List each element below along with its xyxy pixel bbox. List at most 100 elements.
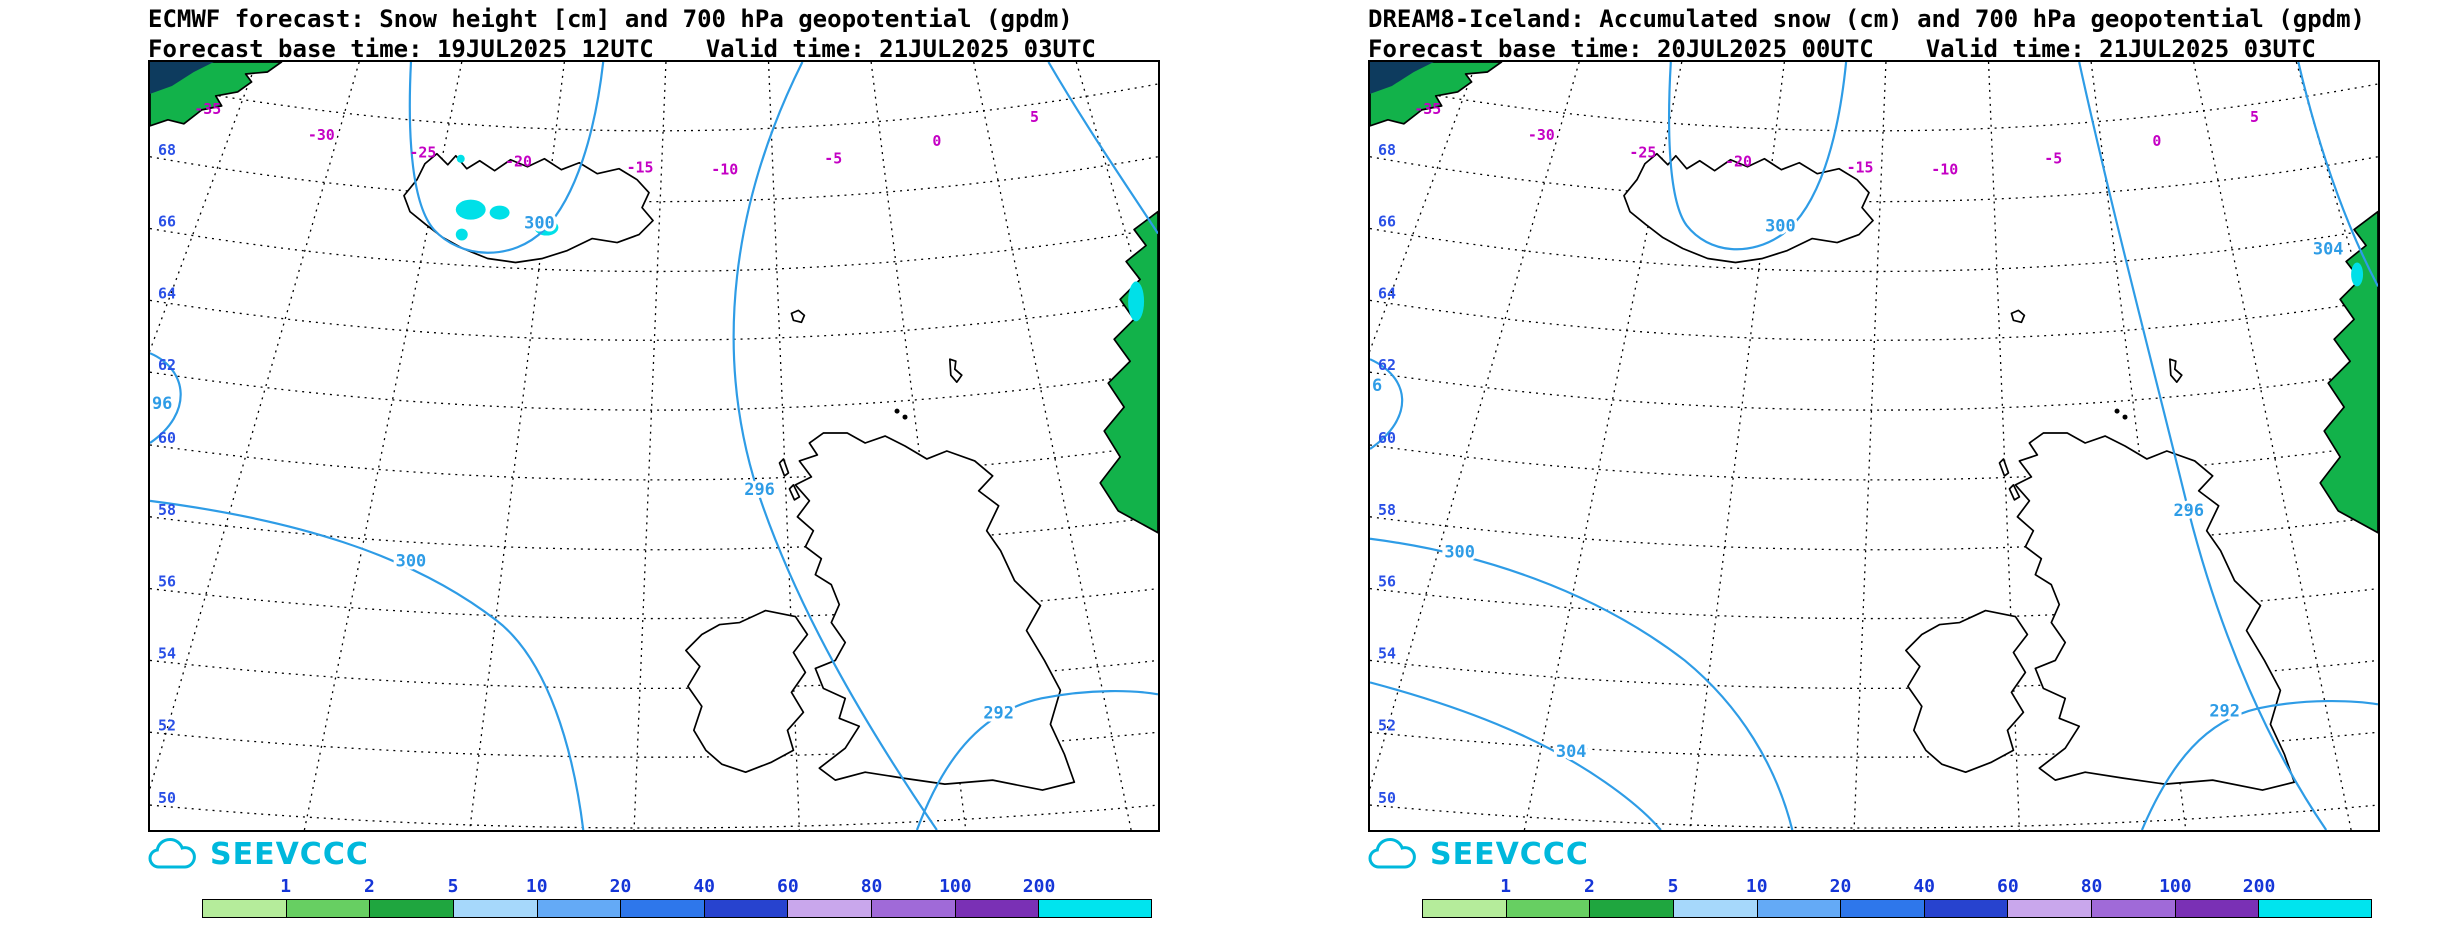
colorbar-tick: 1 [280, 876, 292, 897]
snow-area [456, 154, 465, 163]
contour-labels: 300 96 296 300 292 [150, 210, 1017, 726]
colorbar-segment [537, 900, 622, 917]
contour-label: 304 [1556, 741, 1587, 761]
dream8-panel: DREAM8-Iceland: Accumulated snow (cm) an… [1220, 0, 2440, 925]
panel-title: DREAM8-Iceland: Accumulated snow (cm) an… [1368, 5, 2365, 33]
colorbar-tick: 10 [1745, 876, 1768, 897]
coastlines [150, 62, 1158, 791]
contour-300-iceland [408, 62, 605, 254]
colorbar-tick: 5 [1667, 876, 1679, 897]
colorbar-bar [1422, 899, 2372, 918]
contour-label: 292 [983, 702, 1014, 722]
snow-area [455, 228, 468, 241]
colorbar-segment [1924, 900, 2009, 917]
colorbar-segment [286, 900, 371, 917]
contour-300-southwest [150, 499, 585, 830]
colorbar-segment [2175, 900, 2260, 917]
colorbar-segment [872, 900, 956, 917]
contour-label: 304 [2313, 238, 2344, 258]
snow-area [455, 199, 486, 220]
contour-label: 292 [2209, 700, 2240, 720]
colorbar-segment [2008, 900, 2093, 917]
colorbar-segment [1506, 900, 1591, 917]
contour-300-iceland [1667, 62, 1848, 251]
contour-label: 296 [744, 479, 775, 499]
seevccc-logo-text: SEEVCCC [1430, 836, 1589, 872]
contour-northeast [1047, 62, 1158, 235]
seevccc-logo-icon [1368, 838, 1416, 869]
colorbar-segment [453, 900, 538, 917]
colorbar-tick: 100 [939, 876, 972, 897]
snow-colorbar: 1 2 5 10 20 40 60 80 100 200 [202, 876, 1152, 922]
colorbar-tick: 20 [1829, 876, 1852, 897]
contour-label: 6 [1372, 375, 1382, 395]
coastlines [1370, 62, 2378, 791]
colorbar-tick: 5 [447, 876, 459, 897]
snow-area-norway [2351, 262, 2364, 287]
colorbar-segment [955, 900, 1040, 917]
forecast-base-time: Forecast base time: 20JUL2025 00UTC [1368, 35, 1874, 63]
colorbar-tick: 80 [860, 876, 883, 897]
contour-label: 300 [1765, 216, 1796, 236]
contour-292 [2140, 699, 2378, 830]
contour-292 [915, 689, 1158, 830]
colorbar-tick: 60 [1997, 876, 2019, 897]
colorbar-segment [203, 900, 287, 917]
colorbar-tick: 100 [2159, 876, 2192, 897]
forecast-map-ecmwf: 300 96 296 300 292 [148, 60, 1160, 832]
colorbar-tick: 40 [1913, 876, 1935, 897]
contour-296 [2078, 62, 2328, 830]
panel-subtitle: Forecast base time: 20JUL2025 00UTC Vali… [1368, 35, 2365, 63]
colorbar-bar [202, 899, 1152, 918]
colorbar-tick: 200 [1022, 876, 1056, 897]
contour-296 [732, 62, 938, 830]
panel-title: ECMWF forecast: Snow height [cm] and 700… [148, 5, 1073, 33]
panel-subtitle: Forecast base time: 19JUL2025 12UTC Vali… [148, 35, 1096, 63]
contour-labels: 300 6 300 296 304 292 304 [1370, 213, 2346, 765]
colorbar-tick: 80 [2080, 876, 2103, 897]
forecast-map-dream8: 300 6 300 296 304 292 304 [1368, 60, 2380, 832]
colorbar-tick: 40 [693, 876, 715, 897]
colorbar-segment [2092, 900, 2176, 917]
valid-time: Valid time: 21JUL2025 03UTC [1925, 35, 2316, 63]
colorbar-segment [2259, 900, 2371, 917]
colorbar-segment [1423, 900, 1507, 917]
colorbar-tick: 1 [1500, 876, 1512, 897]
valid-time: Valid time: 21JUL2025 03UTC [705, 35, 1096, 63]
seevccc-logo: SEEVCCC [1366, 836, 1589, 872]
forecast-base-time: Forecast base time: 19JUL2025 12UTC [148, 35, 654, 63]
seevccc-logo: SEEVCCC [146, 836, 369, 872]
colorbar-segment [704, 900, 789, 917]
contour-label: 300 [396, 551, 427, 571]
geopotential-contours [1370, 62, 2378, 830]
colorbar-ticks: 1 2 5 10 20 40 60 80 100 200 [1422, 876, 2372, 899]
seevccc-logo-icon [148, 838, 196, 869]
colorbar-segment [1841, 900, 1925, 917]
panel-header: ECMWF forecast: Snow height [cm] and 700… [148, 5, 1096, 63]
snow-colorbar: 1 2 5 10 20 40 60 80 100 200 [1422, 876, 2372, 922]
colorbar-segment [788, 900, 873, 917]
colorbar-segment [1673, 900, 1758, 917]
colorbar-ticks: 1 2 5 10 20 40 60 80 100 200 [202, 876, 1152, 899]
contour-label: 300 [524, 213, 555, 233]
colorbar-tick: 10 [525, 876, 548, 897]
colorbar-segment [1039, 900, 1151, 917]
colorbar-tick: 2 [1583, 876, 1595, 897]
colorbar-tick: 20 [609, 876, 632, 897]
contour-304-northeast [2297, 62, 2378, 287]
ecmwf-panel: ECMWF forecast: Snow height [cm] and 700… [146, 5, 1160, 922]
colorbar-tick: 200 [2242, 876, 2276, 897]
contour-label: 300 [1444, 542, 1475, 562]
colorbar-tick: 60 [777, 876, 799, 897]
contour-label: 296 [2173, 500, 2204, 520]
contour-304-southwest [1370, 681, 1662, 830]
colorbar-segment [370, 900, 454, 917]
snow-area-norway [1128, 281, 1145, 322]
colorbar-segment [621, 900, 705, 917]
colorbar-segment [1757, 900, 1842, 917]
colorbar-segment [1590, 900, 1674, 917]
contour-300-west [1370, 537, 1794, 830]
panel-header: DREAM8-Iceland: Accumulated snow (cm) an… [1368, 5, 2365, 63]
contour-label: 96 [152, 393, 172, 413]
seevccc-logo-text: SEEVCCC [210, 836, 369, 872]
